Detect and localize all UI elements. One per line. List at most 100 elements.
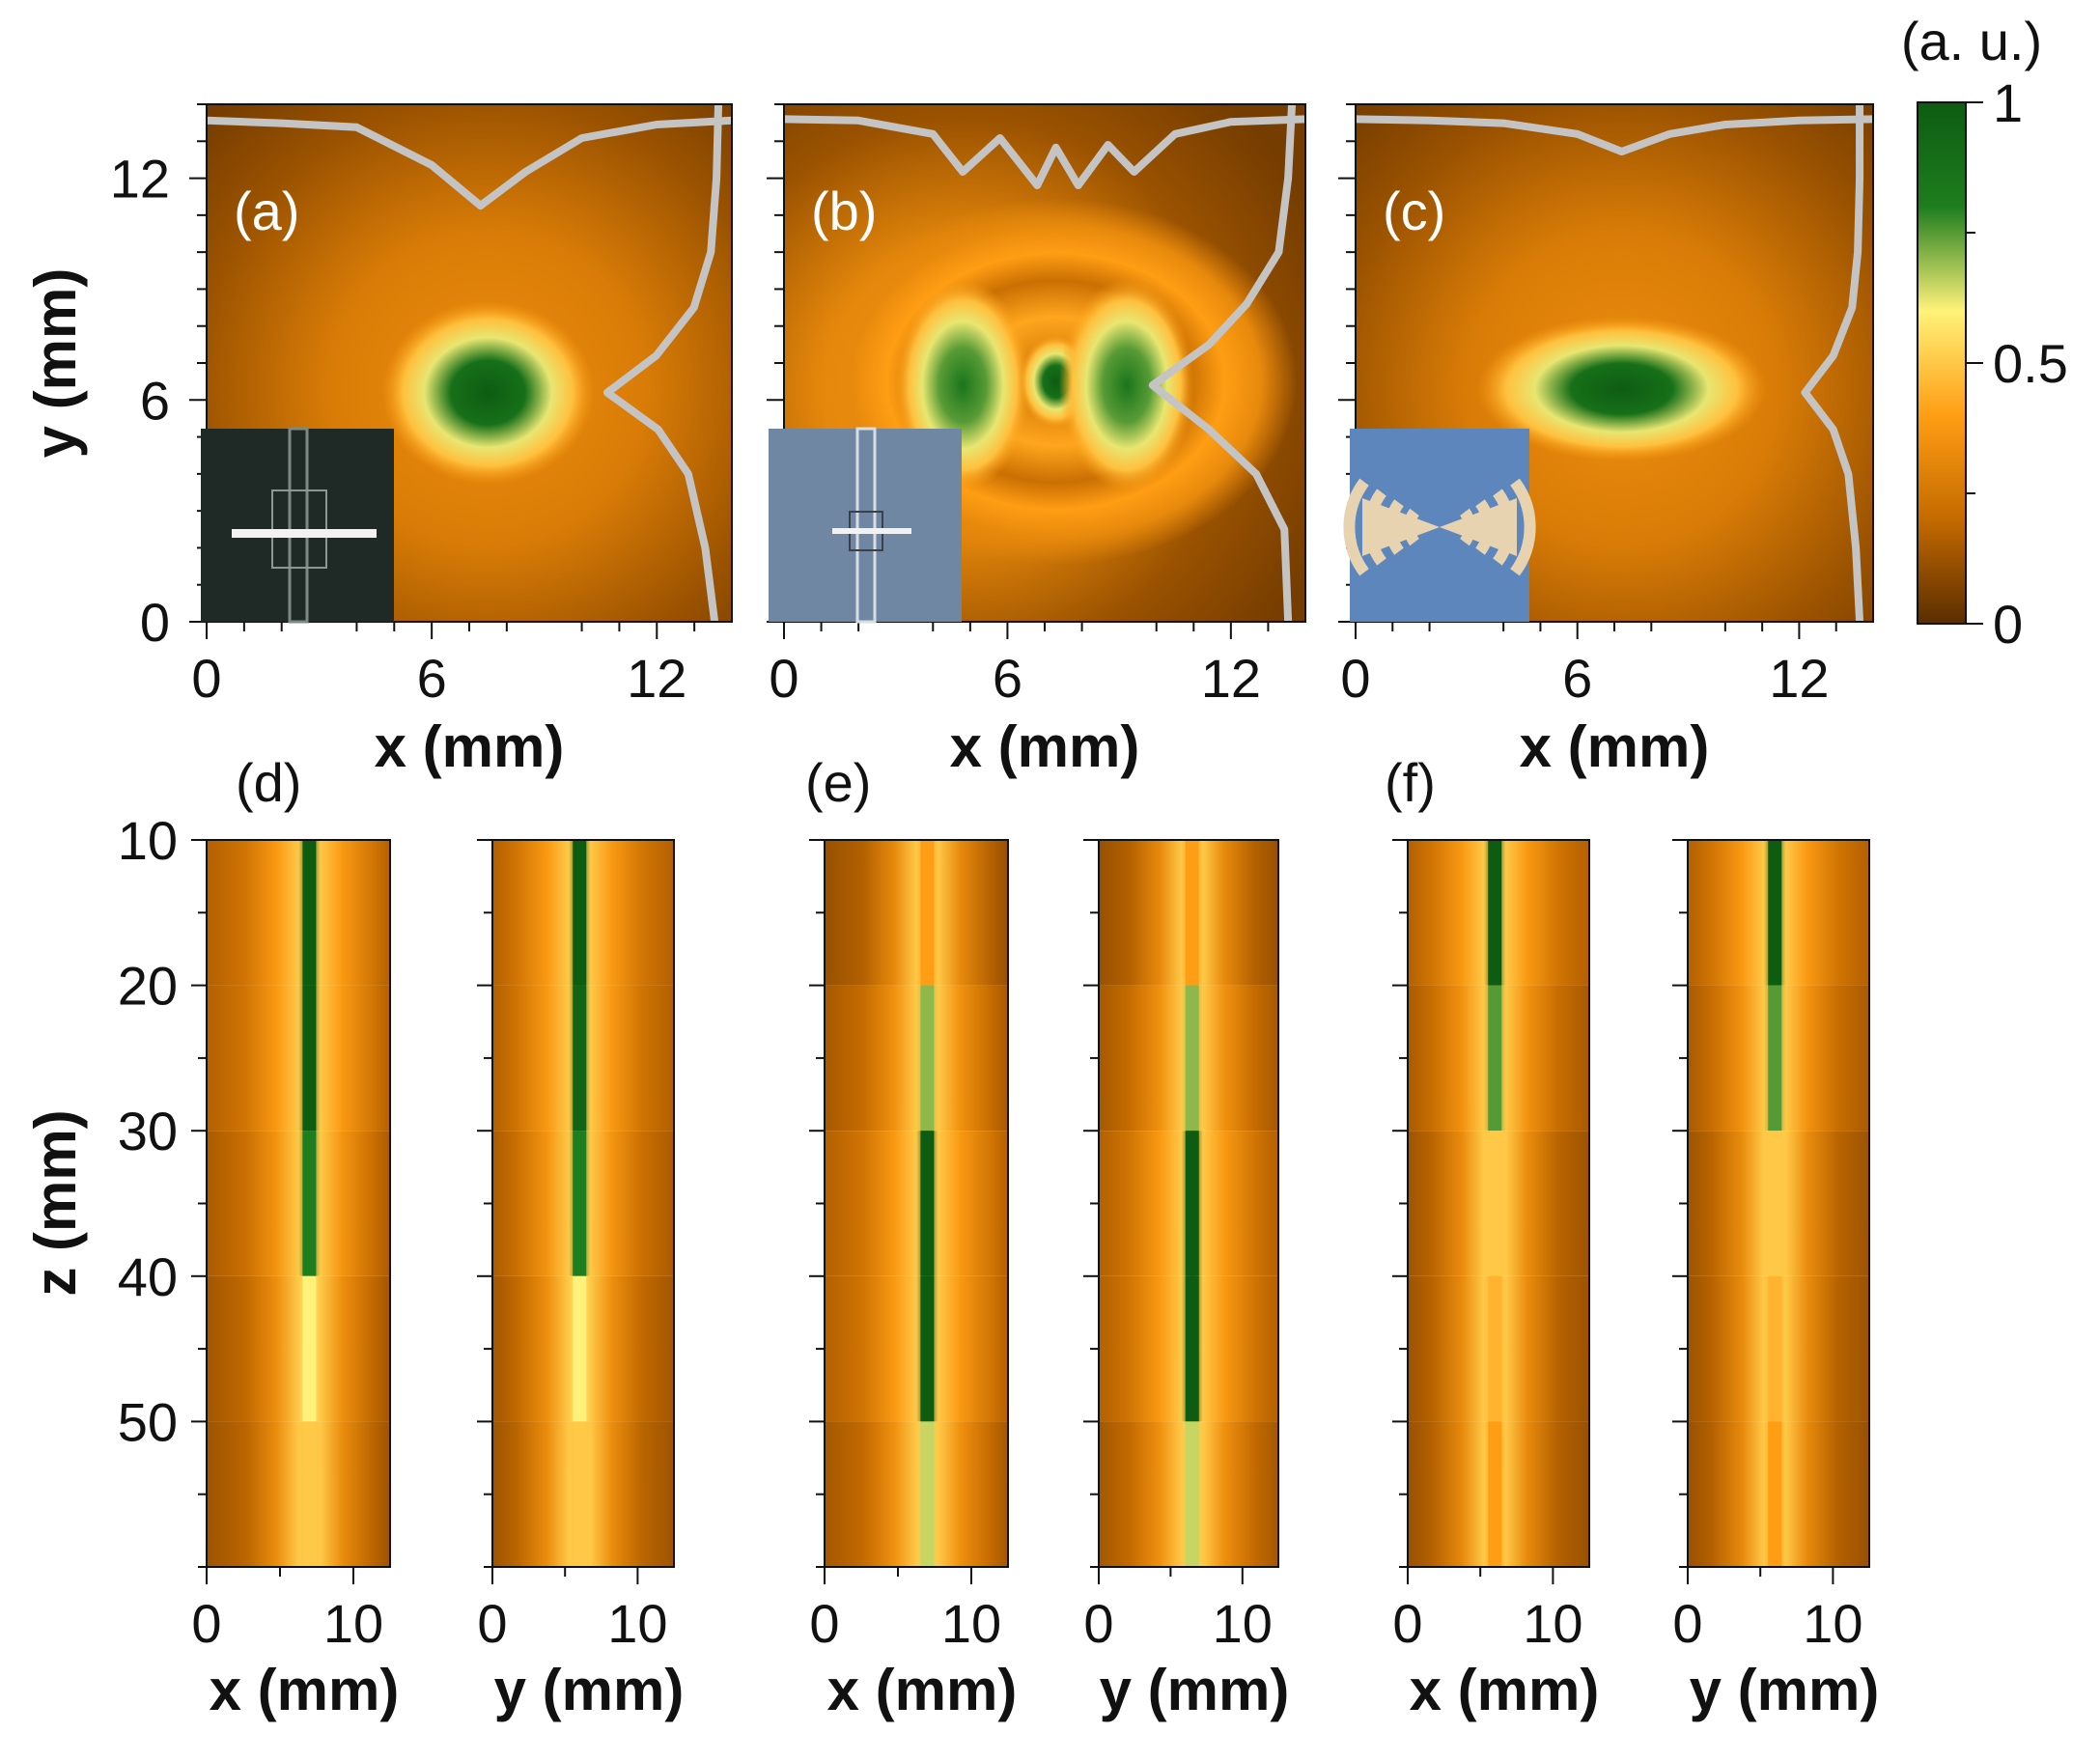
beam-core <box>1768 985 1782 1132</box>
x-profile-line <box>784 115 1305 189</box>
beam-core <box>920 1275 935 1422</box>
panel-label: (a) <box>234 181 299 241</box>
y-tick-label: 20 <box>118 956 178 1017</box>
beam-core <box>1768 1131 1782 1276</box>
x-tick-label: 0 <box>477 1593 507 1654</box>
inset-a-background <box>201 429 394 622</box>
y-profile-line <box>1148 104 1297 622</box>
x-axis-label: y (mm) <box>1690 1658 1880 1722</box>
z-strip <box>825 1131 1008 1276</box>
beam-core <box>1768 1275 1782 1422</box>
beam-core <box>1185 840 1199 986</box>
y-tick-label: 50 <box>118 1391 178 1452</box>
beam-core <box>920 1421 935 1567</box>
x-tick-label: 10 <box>323 1593 383 1654</box>
beam-core <box>1185 985 1199 1132</box>
beam-core <box>1488 1275 1502 1422</box>
x-tick-label: 0 <box>769 648 798 709</box>
focal-spot <box>381 300 595 485</box>
x-tick-label: 6 <box>417 648 447 709</box>
x-tick-label: 10 <box>1213 1593 1273 1654</box>
y-axis-label: y (mm) <box>23 268 88 459</box>
panel-label: (c) <box>1383 181 1445 241</box>
colorbar-tick-label: 0 <box>1993 594 2023 655</box>
beam-core <box>1768 840 1782 986</box>
x-tick-label: 12 <box>1769 648 1829 709</box>
beam-core <box>573 1275 587 1422</box>
colorbar-tick-label: 1 <box>1993 72 2023 133</box>
y-axis-label: z (mm) <box>23 1109 88 1296</box>
beam-core <box>573 1131 587 1276</box>
panel-label: (b) <box>811 181 877 241</box>
panel-label: (e) <box>805 752 871 813</box>
beam-core <box>1488 1421 1502 1567</box>
z-strip <box>207 1131 390 1276</box>
x-tick-label: 12 <box>627 648 686 709</box>
y-tick-label: 6 <box>140 370 170 431</box>
propagation-map <box>1688 840 1869 1567</box>
x-axis-label: x (mm) <box>950 714 1140 779</box>
focal-spot <box>1058 278 1194 491</box>
beam-core <box>920 840 935 986</box>
y-profile-line <box>1801 104 1864 622</box>
y-tick-label: 0 <box>140 592 170 653</box>
beam-core <box>302 1421 317 1567</box>
colorbar-unit-label: (a. u.) <box>1901 11 2042 71</box>
antenna-wedge <box>1440 498 1517 556</box>
beam-core <box>1185 1131 1199 1276</box>
x-axis-label: x (mm) <box>1520 714 1710 779</box>
x-tick-label: 0 <box>1392 1593 1422 1654</box>
beam-core <box>1185 1275 1199 1422</box>
beam-core <box>302 985 317 1132</box>
propagation-map <box>492 840 674 1567</box>
x-tick-label: 12 <box>1201 648 1261 709</box>
beam-core <box>1488 840 1502 986</box>
propagation-map <box>1099 840 1278 1567</box>
x-tick-label: 0 <box>1672 1593 1702 1654</box>
inset-b-background <box>769 429 962 622</box>
x-tick-label: 6 <box>1562 648 1592 709</box>
beam-core <box>1488 985 1502 1132</box>
beam-core <box>573 1421 587 1567</box>
propagation-map <box>825 840 1008 1567</box>
z-strip <box>825 1275 1008 1422</box>
x-profile-line <box>1356 115 1873 155</box>
z-strip <box>825 985 1008 1132</box>
beam-core <box>302 1275 317 1422</box>
x-tick-label: 0 <box>809 1593 839 1654</box>
inset-c-device-image <box>1343 429 1536 622</box>
inset-b-bar <box>832 528 911 534</box>
x-tick-label: 0 <box>1340 648 1370 709</box>
inset-b-line <box>855 427 877 624</box>
beam-core <box>1768 1421 1782 1567</box>
x-profile-line <box>207 116 732 210</box>
x-axis-label: x (mm) <box>375 714 565 779</box>
y-profile-line <box>603 104 723 622</box>
x-tick-label: 10 <box>1803 1593 1862 1654</box>
z-strip <box>207 1421 390 1567</box>
panel-label: (d) <box>236 752 301 813</box>
propagation-map <box>1408 840 1589 1567</box>
antenna-arc <box>1343 478 1369 576</box>
y-tick-label: 10 <box>118 810 178 871</box>
x-axis-label: y (mm) <box>1100 1658 1290 1722</box>
beam-core <box>920 1131 935 1276</box>
y-tick-label: 30 <box>118 1101 178 1161</box>
beam-core <box>302 840 317 986</box>
z-strip <box>207 1275 390 1422</box>
z-strip <box>207 985 390 1132</box>
beam-core <box>302 1131 317 1276</box>
x-tick-label: 0 <box>1083 1593 1113 1654</box>
beam-core <box>1185 1421 1199 1567</box>
beam-core <box>573 985 587 1132</box>
inset-a-line <box>288 427 309 624</box>
z-strip <box>825 1421 1008 1567</box>
propagation-map <box>207 840 390 1567</box>
x-tick-label: 0 <box>191 648 221 709</box>
beam-core <box>1488 1131 1502 1276</box>
x-tick-label: 10 <box>607 1593 667 1654</box>
y-tick-label: 40 <box>118 1246 178 1307</box>
x-tick-label: 10 <box>941 1593 1001 1654</box>
